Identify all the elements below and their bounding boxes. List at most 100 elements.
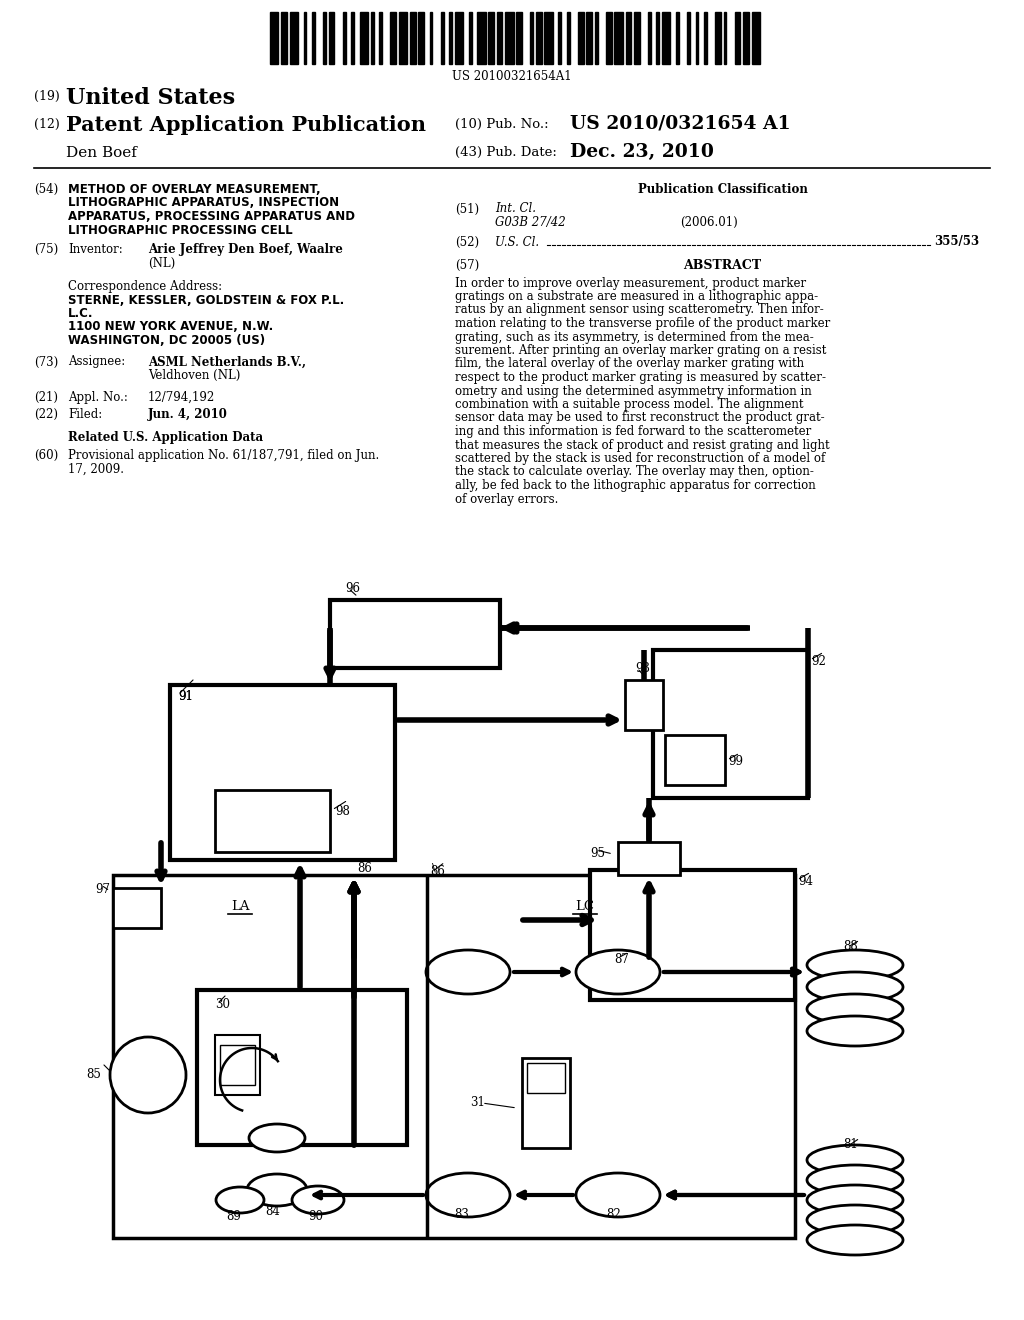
Text: \: \	[432, 862, 436, 873]
Text: APPARATUS, PROCESSING APPARATUS AND: APPARATUS, PROCESSING APPARATUS AND	[68, 210, 355, 223]
Text: (12): (12)	[34, 117, 59, 131]
Bar	[419, 12, 424, 63]
Text: ing and this information is fed forward to the scatterometer: ing and this information is fed forward …	[455, 425, 811, 438]
Bar	[665, 735, 725, 785]
Text: LITHOGRAPHIC APPARATUS, INSPECTION: LITHOGRAPHIC APPARATUS, INSPECTION	[68, 197, 339, 210]
Bar	[469, 12, 472, 63]
Bar	[527, 1063, 565, 1093]
Bar	[656, 12, 659, 63]
Text: U.S. Cl.: U.S. Cl.	[495, 235, 539, 248]
Bar	[371, 12, 374, 63]
Text: 98: 98	[335, 805, 350, 818]
Text: 81: 81	[843, 1138, 858, 1151]
Ellipse shape	[247, 1173, 307, 1206]
Bar	[270, 12, 279, 63]
Text: 84: 84	[265, 1205, 280, 1218]
Text: US 2010/0321654 A1: US 2010/0321654 A1	[570, 115, 791, 133]
Text: 92: 92	[811, 655, 826, 668]
Bar	[522, 1059, 570, 1148]
Bar	[290, 12, 298, 63]
Text: ometry and using the determined asymmetry information in: ometry and using the determined asymmetr…	[455, 384, 812, 397]
Bar	[595, 12, 598, 63]
Text: 91: 91	[178, 690, 193, 704]
Text: (51): (51)	[455, 202, 479, 215]
Text: 1100 NEW YORK AVENUE, N.W.: 1100 NEW YORK AVENUE, N.W.	[68, 321, 273, 334]
Bar	[398, 12, 408, 63]
Ellipse shape	[807, 994, 903, 1024]
Bar	[614, 12, 623, 63]
Bar	[215, 1035, 260, 1096]
Text: (54): (54)	[34, 183, 58, 195]
Text: 96: 96	[345, 582, 360, 595]
Text: 87: 87	[614, 953, 629, 966]
Ellipse shape	[575, 1173, 660, 1217]
Bar	[330, 601, 500, 668]
Text: 88: 88	[843, 940, 858, 953]
Text: Appl. No.:: Appl. No.:	[68, 391, 128, 404]
Ellipse shape	[807, 1016, 903, 1045]
Bar	[625, 680, 663, 730]
Text: 89: 89	[226, 1210, 241, 1224]
Bar	[626, 12, 631, 63]
Text: ratus by an alignment sensor using scatterometry. Then infor-: ratus by an alignment sensor using scatt…	[455, 304, 823, 317]
Text: Filed:: Filed:	[68, 408, 102, 421]
Text: METHOD OF OVERLAY MEASUREMENT,: METHOD OF OVERLAY MEASUREMENT,	[68, 183, 321, 195]
Bar	[215, 789, 330, 851]
Text: 12/794,192: 12/794,192	[148, 391, 215, 404]
Bar	[505, 12, 514, 63]
Ellipse shape	[575, 950, 660, 994]
Ellipse shape	[807, 972, 903, 1002]
Text: combination with a suitable process model. The alignment: combination with a suitable process mode…	[455, 399, 804, 411]
Ellipse shape	[807, 950, 903, 979]
Ellipse shape	[807, 1144, 903, 1175]
Bar	[113, 875, 795, 1238]
Text: (75): (75)	[34, 243, 58, 256]
Text: (57): (57)	[455, 259, 479, 272]
Text: WASHINGTON, DC 20005 (US): WASHINGTON, DC 20005 (US)	[68, 334, 265, 347]
Text: 99: 99	[728, 755, 743, 768]
Text: (10) Pub. No.:: (10) Pub. No.:	[455, 117, 549, 131]
Bar	[497, 12, 503, 63]
Bar	[450, 12, 452, 63]
Bar	[343, 12, 346, 63]
Text: 97: 97	[95, 883, 110, 896]
Text: that measures the stack of product and resist grating and light: that measures the stack of product and r…	[455, 438, 829, 451]
Text: gratings on a substrate are measured in a lithographic appa-: gratings on a substrate are measured in …	[455, 290, 818, 304]
Ellipse shape	[807, 1205, 903, 1236]
Bar	[329, 12, 335, 63]
Text: 30: 30	[215, 998, 230, 1011]
Text: 90: 90	[308, 1210, 323, 1224]
Bar	[587, 12, 592, 63]
Text: 94: 94	[798, 875, 813, 888]
Text: film, the lateral overlay of the overlay marker grating with: film, the lateral overlay of the overlay…	[455, 358, 804, 371]
Bar	[578, 12, 584, 63]
Text: LC: LC	[575, 900, 595, 913]
Bar	[567, 12, 569, 63]
Text: Inventor:: Inventor:	[68, 243, 123, 256]
Text: 82: 82	[606, 1208, 621, 1221]
Ellipse shape	[807, 1225, 903, 1255]
Bar	[703, 12, 707, 63]
Bar	[312, 12, 314, 63]
Text: ASML Netherlands B.V.,: ASML Netherlands B.V.,	[148, 355, 306, 368]
Text: (73): (73)	[34, 355, 58, 368]
Bar	[170, 685, 395, 861]
Text: STERNE, KESSLER, GOLDSTEIN & FOX P.L.: STERNE, KESSLER, GOLDSTEIN & FOX P.L.	[68, 293, 344, 306]
Bar	[653, 649, 808, 799]
Text: United States: United States	[66, 87, 236, 110]
Text: ABSTRACT: ABSTRACT	[683, 259, 762, 272]
Text: (NL): (NL)	[148, 256, 175, 269]
Text: Den Boef: Den Boef	[66, 147, 137, 160]
Bar	[220, 1045, 255, 1085]
Text: 31: 31	[470, 1096, 485, 1109]
Bar	[715, 12, 721, 63]
Text: 86: 86	[430, 865, 444, 878]
Text: Provisional application No. 61/187,791, filed on Jun.: Provisional application No. 61/187,791, …	[68, 449, 379, 462]
Text: grating, such as its asymmetry, is determined from the mea-: grating, such as its asymmetry, is deter…	[455, 330, 814, 343]
Bar	[303, 12, 306, 63]
Text: mation relating to the transverse profile of the product marker: mation relating to the transverse profil…	[455, 317, 830, 330]
Bar	[606, 12, 611, 63]
Text: Related U.S. Application Data: Related U.S. Application Data	[68, 432, 263, 445]
Text: 86: 86	[357, 862, 372, 875]
Bar	[735, 12, 740, 63]
